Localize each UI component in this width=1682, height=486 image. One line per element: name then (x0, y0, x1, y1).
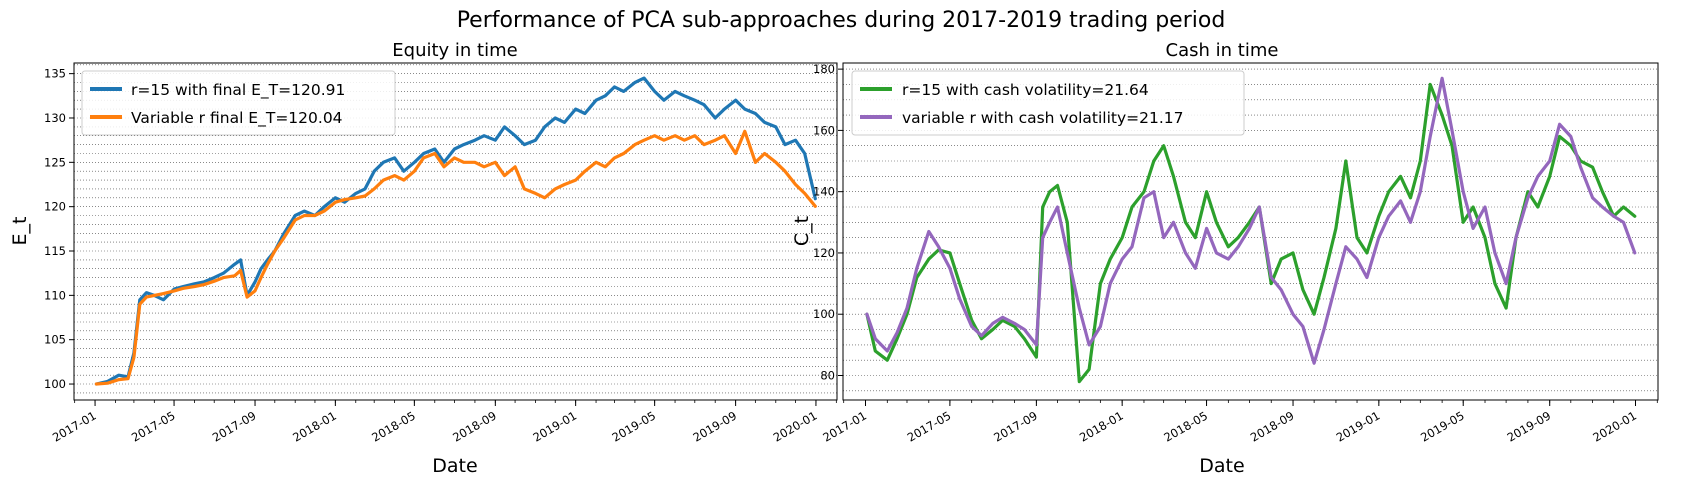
cash-x-tick-label: 2019-09 (1505, 408, 1554, 444)
equity-x-tick-label: 2018-01 (290, 408, 339, 444)
cash-x-tick-label: 2019-05 (1418, 408, 1467, 444)
equity-legend-label-r15: r=15 with final E_T=120.91 (131, 81, 345, 100)
equity-x-tick-label: 2017-05 (129, 408, 178, 444)
equity-series-lines (94, 76, 817, 386)
equity-y-tick-label: 115 (44, 244, 66, 258)
cash-series-line-r15 (865, 82, 1637, 384)
equity-series-line-variable-r (94, 129, 817, 386)
equity-y-tick-label: 110 (44, 288, 66, 302)
equity-y-tick-label: 105 (44, 333, 66, 347)
cash-y-tick-label: 160 (813, 123, 835, 137)
cash-x-tick-label: 2019-01 (1334, 408, 1383, 444)
cash-x-tick-label: 2018-09 (1248, 408, 1297, 444)
equity-series-line-r15 (94, 76, 817, 386)
cash-y-ticks: 80 100 120 140 160 180 (813, 62, 843, 382)
equity-x-tick-label: 2019-01 (531, 408, 580, 444)
equity-plot-frame (73, 62, 838, 401)
cash-chart-title: Cash in time (1166, 40, 1279, 61)
figure-title: Performance of PCA sub-approaches during… (457, 8, 1226, 33)
cash-y-tick-label: 180 (813, 62, 835, 76)
equity-legend-label-variable-r: Variable r final E_T=120.04 (131, 109, 343, 128)
equity-y-axis-label: E_t (9, 217, 31, 246)
equity-y-tick-label: 120 (44, 200, 66, 214)
equity-legend-box (81, 70, 396, 136)
cash-y-tick-label: 80 (820, 368, 835, 382)
cash-plot-frame (842, 62, 1659, 401)
equity-y-tick-label: 100 (44, 377, 66, 391)
equity-x-tick-label: 2017-09 (210, 408, 259, 444)
cash-x-tick-label: 2017-09 (991, 408, 1040, 444)
equity-x-tick-label: 2019-05 (610, 408, 659, 444)
cash-y-tick-label: 140 (813, 185, 835, 199)
cash-series-line-variable-r (865, 76, 1637, 365)
cash-legend: r=15 with cash volatility=21.64 variable… (851, 70, 1245, 136)
cash-legend-label-variable-r: variable r with cash volatility=21.17 (902, 109, 1183, 127)
equity-legend: r=15 with final E_T=120.91 Variable r fi… (81, 70, 396, 136)
equity-gridlines (74, 64, 837, 394)
cash-series-lines (865, 76, 1637, 384)
cash-legend-label-r15: r=15 with cash volatility=21.64 (902, 81, 1149, 99)
equity-x-tick-label: 2020-01 (771, 408, 820, 444)
cash-x-axis-label: Date (1199, 455, 1244, 477)
cash-x-tick-label: 2018-01 (1077, 408, 1126, 444)
equity-x-ticks: 2017-01 2017-05 2017-09 2018-01 2018-05 2018-… (50, 400, 837, 445)
equity-x-axis-label: Date (432, 455, 477, 477)
cash-x-tick-label: 2018-05 (1161, 408, 1210, 444)
cash-y-tick-label: 100 (813, 307, 835, 321)
cash-x-tick-label: 2020-01 (1590, 408, 1639, 444)
equity-y-tick-label: 125 (44, 155, 66, 169)
equity-chart-title: Equity in time (392, 40, 517, 61)
equity-x-tick-label: 2017-01 (50, 408, 99, 444)
equity-x-tick-label: 2019-09 (690, 408, 739, 444)
equity-y-tick-label: 135 (44, 67, 66, 81)
equity-y-tick-label: 130 (44, 111, 66, 125)
equity-panel: Equity in time 100105110115120125130135 … (9, 40, 838, 477)
cash-y-axis-label: C_t (791, 216, 813, 246)
equity-x-tick-label: 2018-05 (369, 408, 418, 444)
equity-x-tick-label: 2018-09 (450, 408, 499, 444)
cash-legend-box (851, 70, 1245, 136)
cash-x-ticks: 2017-01 2017-05 2017-09 2018-01 2018-05 2018-… (820, 400, 1658, 445)
cash-y-tick-label: 120 (813, 246, 835, 260)
cash-x-tick-label: 2017-05 (905, 408, 954, 444)
equity-y-ticks: 100 105 110 115 120 125 130 135 (44, 67, 74, 391)
cash-x-tick-label: 2017-01 (820, 408, 869, 444)
